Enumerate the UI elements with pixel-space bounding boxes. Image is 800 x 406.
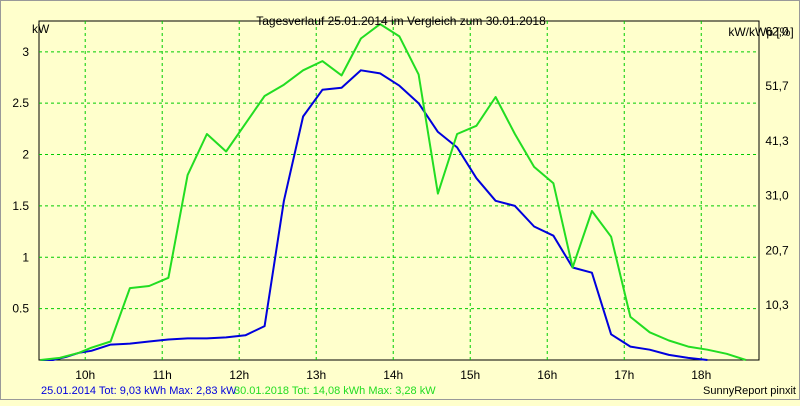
plot-area (38, 20, 760, 361)
credit-text: SunnyReport pinxit (703, 385, 796, 397)
y2-tick-label: 31,0 (765, 189, 789, 203)
y-axis-unit-right: kW/kWp [%] (728, 25, 793, 39)
x-tick-label: 18h (691, 368, 711, 382)
y-tick-label: 2 (22, 148, 29, 162)
y-tick-label: 2.5 (12, 96, 29, 110)
series-line-2018 (40, 23, 747, 361)
y-tick-label: 3 (22, 45, 29, 59)
y2-tick-label: 41,3 (765, 134, 789, 148)
x-tick-label: 12h (229, 368, 249, 382)
legend-series-2018: 30.01.2018 Tot: 14,08 kWh Max: 3,28 kW (234, 385, 436, 397)
series-line-2014 (40, 69, 708, 361)
x-tick-label: 14h (383, 368, 403, 382)
x-tick-label: 13h (306, 368, 326, 382)
y-axis-unit-left: kW (32, 22, 50, 36)
x-tick-label: 17h (614, 368, 634, 382)
y2-tick-label: 20,7 (765, 243, 789, 257)
x-tick-label: 11h (153, 368, 172, 382)
legend-series-2014: 25.01.2014 Tot: 9,03 kWh Max: 2,83 kW (41, 385, 237, 397)
y-tick-label: 0.5 (12, 302, 29, 316)
y2-tick-label: 51,7 (765, 79, 789, 93)
y2-tick-label: 62,0 (765, 24, 789, 38)
x-tick-label: 15h (460, 368, 480, 382)
y2-tick-label: 10,3 (765, 298, 789, 312)
x-tick-label: 16h (537, 368, 557, 382)
y-tick-label: 1 (22, 250, 29, 264)
chart-title: Tagesverlauf 25.01.2014 im Vergleich zum… (256, 14, 546, 28)
x-tick-label: 10h (75, 368, 95, 382)
y-tick-label: 1.5 (12, 199, 29, 213)
